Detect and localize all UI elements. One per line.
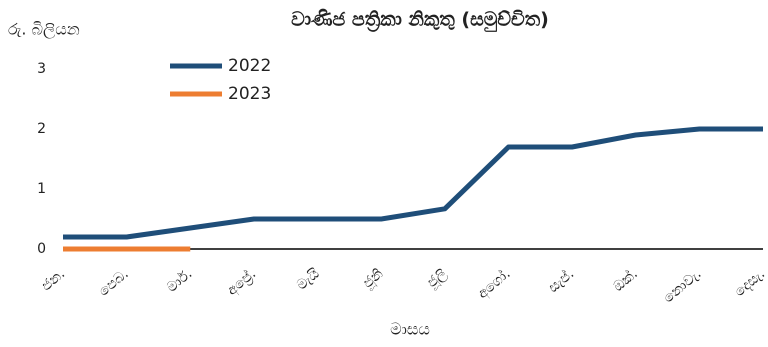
y-tick-label: 2 — [37, 121, 46, 137]
y-axis-label: රු. බිලියන — [8, 20, 80, 40]
y-tick-label: 1 — [37, 181, 46, 197]
x-tick-label: මැයි — [294, 266, 323, 294]
x-tick-label: දෙසැ. — [732, 266, 768, 300]
series-line — [63, 126, 763, 240]
x-tick-label: සැප්. — [545, 266, 577, 296]
x-axis-label: මාසය — [390, 320, 430, 339]
x-tick-label: ඔක්. — [610, 266, 640, 295]
x-tick-label: නොවැ. — [661, 266, 705, 306]
legend-text: 2022 — [228, 56, 271, 76]
x-tick-label: ජන. — [38, 266, 68, 295]
x-tick-label: ජූනි — [360, 266, 387, 292]
x-tick-label: මාර්. — [164, 266, 195, 296]
legend-text: 2023 — [228, 84, 271, 104]
y-tick-label: 0 — [37, 241, 46, 257]
chart-title: වාණිජ පත්‍රිකා නිකුතු (සමුච්චිත) — [291, 9, 549, 33]
x-tick-label: ජූලි — [424, 266, 451, 292]
y-tick-label: 3 — [37, 61, 46, 77]
x-tick-label: පෙබ. — [96, 266, 132, 300]
x-tick-label: අප්‍රේ. — [224, 266, 260, 300]
x-tick-label: අගෝ. — [475, 266, 514, 303]
